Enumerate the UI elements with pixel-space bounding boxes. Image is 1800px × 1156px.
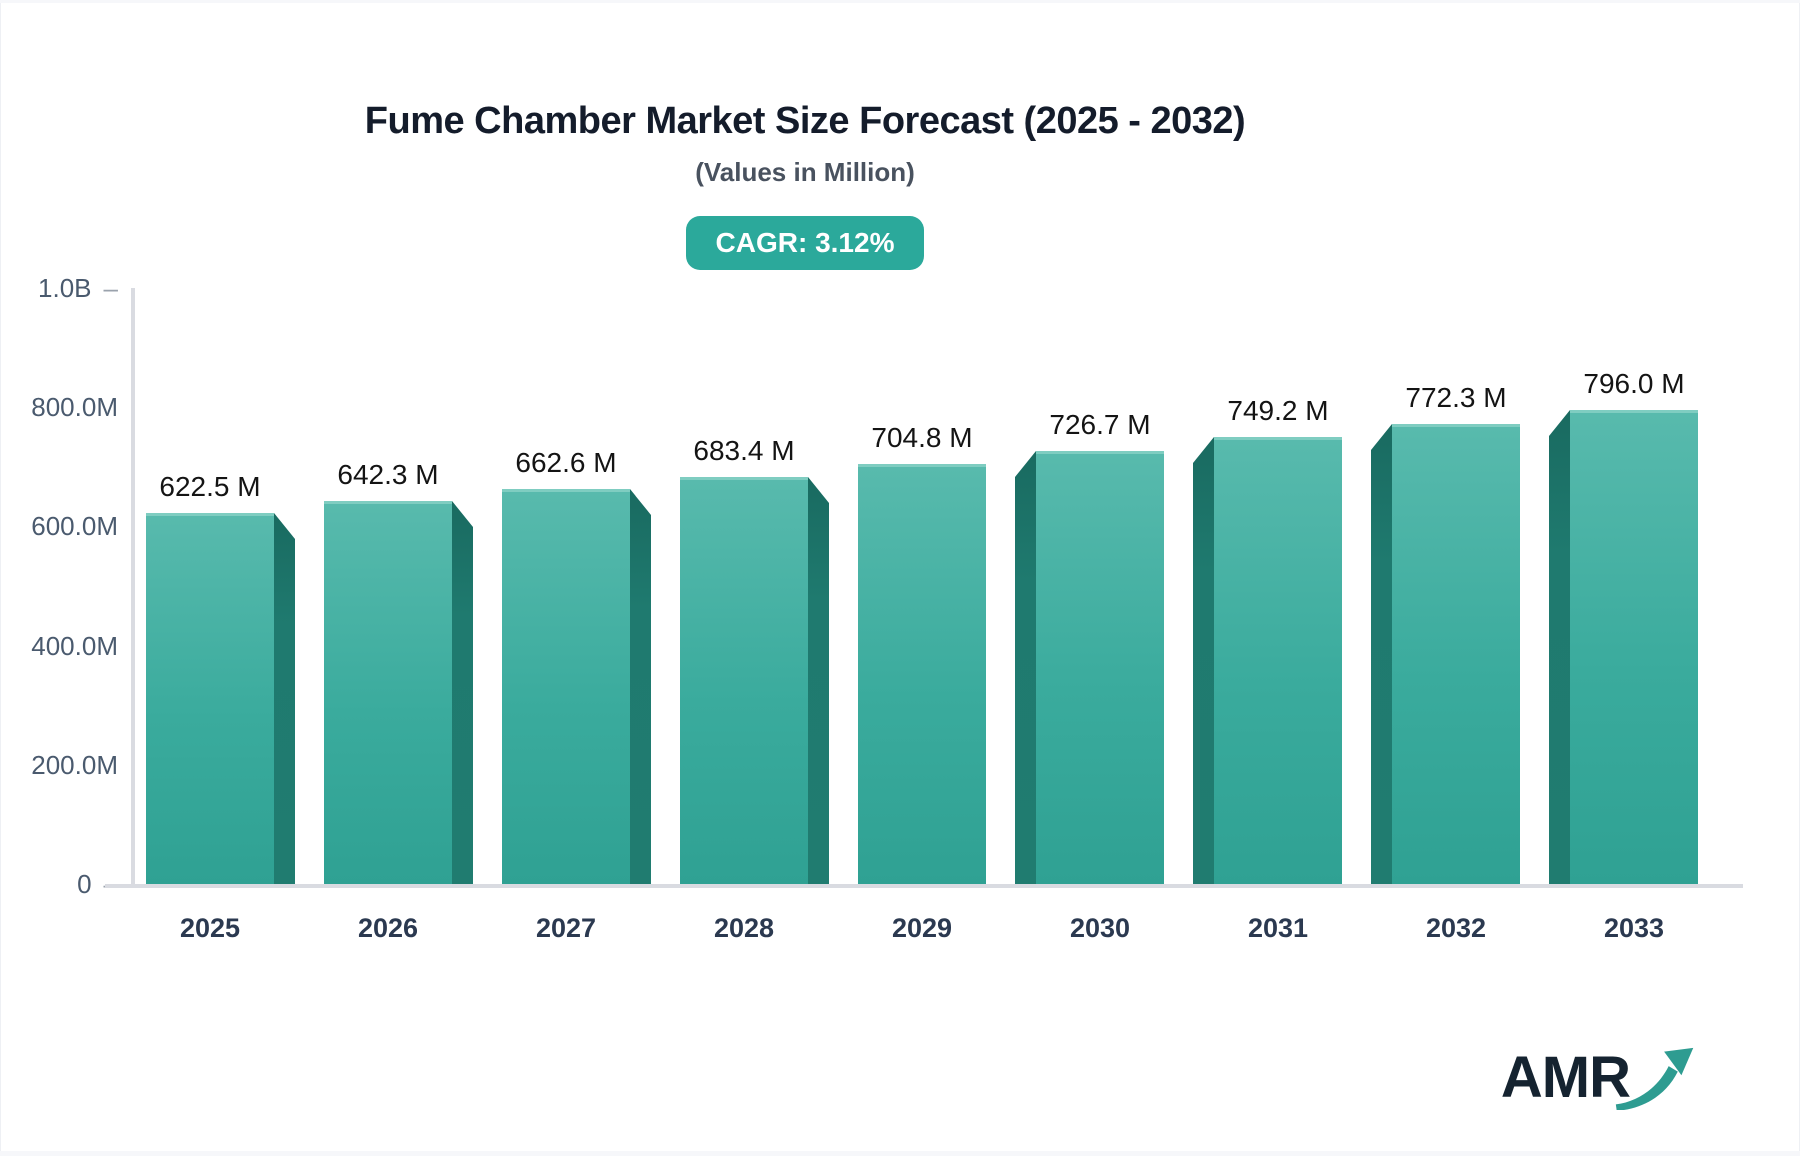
trend-arrow-icon: [1615, 1047, 1694, 1110]
logo: AMR: [1500, 1045, 1696, 1110]
x-tick-label: 2033: [1603, 913, 1665, 943]
ytick-label: 1.0B: [38, 273, 92, 303]
y-axis: 1.0B– 800.0M 600.0M 400.0M 200.0M 0 –: [0, 275, 118, 897]
chart-title: Fume Chamber Market Size Forecast (2025 …: [364, 100, 1246, 142]
bar-face: [1570, 410, 1698, 884]
ytick-row: 200.0M: [31, 752, 118, 778]
bar: 749.2 M: [1193, 395, 1342, 884]
bar: 772.3 M: [1371, 382, 1520, 884]
x-tick-label: 2031: [1247, 913, 1309, 943]
ytick-row: 600.0M: [31, 513, 118, 539]
bar-value-label: 749.2 M: [1227, 395, 1329, 426]
bar-face: [1392, 424, 1520, 884]
ytick-label: 0: [77, 869, 92, 899]
bar-face: [680, 477, 808, 884]
bar-side: [1015, 451, 1036, 884]
ytick-row: 800.0M: [31, 394, 118, 420]
bar-side: [1193, 437, 1214, 884]
bar-value-label: 622.5 M: [159, 471, 261, 502]
ytick-row: 1.0B –: [38, 275, 118, 301]
bar-slot: 622.5 M 2025: [121, 288, 299, 943]
bar-slot: 662.6 M 2027: [477, 288, 655, 943]
chart-header: Fume Chamber Market Size Forecast (2025 …: [0, 98, 1610, 270]
ytick-row: 400.0M: [31, 633, 118, 659]
x-tick-label: 2032: [1425, 913, 1487, 943]
logo-text: AMR: [1500, 1045, 1631, 1110]
bar-face: [858, 464, 986, 884]
bar-face: [1036, 451, 1164, 884]
bar-side: [274, 513, 295, 884]
plot-area: 622.5 M 2025 642.3 M 2026 662.6 M 2027 683.4 M…: [105, 288, 1743, 943]
bar: 683.4 M: [680, 435, 829, 884]
bar-slot: 726.7 M 2030: [1011, 288, 1189, 943]
bar-slot: 704.8 M 2029: [833, 288, 1011, 943]
bar-slot: 772.3 M 2032: [1367, 288, 1545, 943]
bar-slot: 642.3 M 2026: [299, 288, 477, 943]
bar-value-label: 704.8 M: [871, 422, 973, 453]
bar-face: [1214, 437, 1342, 884]
bar-face: [324, 501, 452, 884]
bar-value-label: 726.7 M: [1049, 409, 1151, 440]
bar-value-label: 662.6 M: [515, 447, 617, 478]
x-tick-label: 2026: [357, 913, 419, 943]
x-tick-label: 2028: [713, 913, 775, 943]
bar: 642.3 M: [324, 459, 473, 884]
bar-value-label: 642.3 M: [337, 459, 439, 490]
bar: 796.0 M: [1549, 368, 1698, 884]
y-axis-line: [131, 288, 135, 884]
bar-side: [1371, 424, 1392, 884]
x-axis-line: [105, 884, 1743, 888]
ytick-label: 800.0M: [31, 392, 118, 423]
bar: 622.5 M: [146, 471, 295, 884]
bar: 726.7 M: [1015, 409, 1164, 884]
bar-side: [452, 501, 473, 884]
x-tick-label: 2029: [891, 913, 953, 943]
bar: 662.6 M: [502, 447, 651, 884]
tick-dash-icon: –: [103, 273, 118, 303]
chart-subtitle: (Values in Million): [695, 157, 915, 187]
bar-side: [1549, 410, 1570, 884]
bar-face: [146, 513, 274, 884]
bar-face: [502, 489, 630, 884]
ytick-label: 600.0M: [31, 511, 118, 542]
bar-value-label: 772.3 M: [1405, 382, 1507, 413]
x-tick-label: 2025: [179, 913, 241, 943]
bar-slot: 683.4 M 2028: [655, 288, 833, 943]
bar-value-label: 683.4 M: [693, 435, 795, 466]
x-tick-label: 2027: [535, 913, 597, 943]
bars-container: 622.5 M 2025 642.3 M 2026 662.6 M 2027 683.4 M…: [121, 288, 1723, 943]
bar-side: [630, 489, 651, 884]
bar-slot: 796.0 M 2033: [1545, 288, 1723, 943]
bar-side: [808, 477, 829, 884]
ytick-label: 400.0M: [31, 630, 118, 661]
x-tick-label: 2030: [1069, 913, 1131, 943]
bar-value-label: 796.0 M: [1583, 368, 1685, 399]
bar-slot: 749.2 M 2031: [1189, 288, 1367, 943]
cagr-badge: CAGR: 3.12%: [685, 216, 925, 270]
ytick-label: 200.0M: [31, 749, 118, 780]
bar: 704.8 M: [858, 422, 986, 884]
